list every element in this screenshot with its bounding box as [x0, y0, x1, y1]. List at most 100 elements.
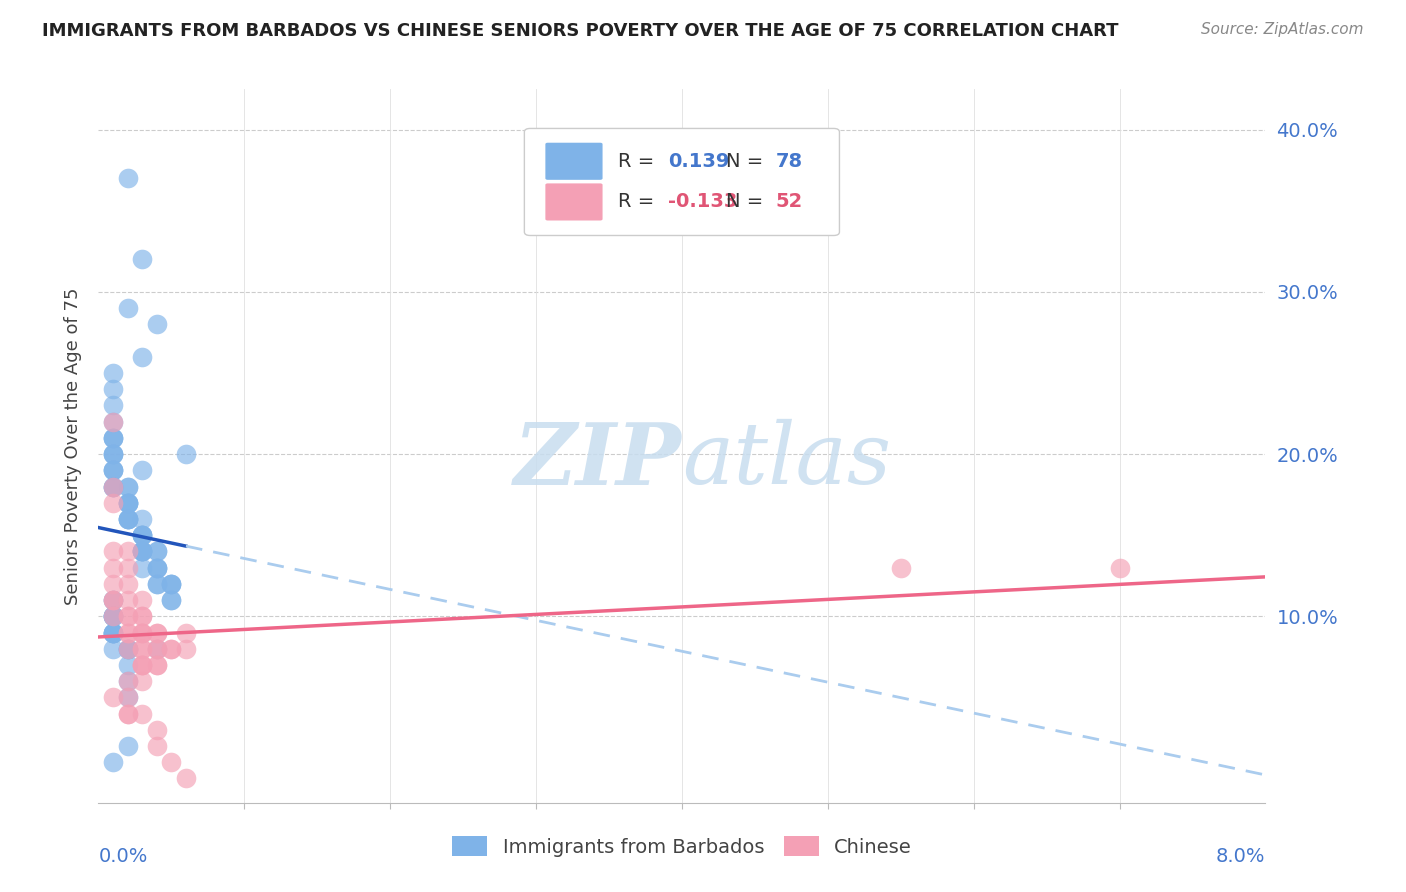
Point — [101, 496, 124, 510]
Point — [160, 593, 183, 607]
Point — [131, 625, 153, 640]
Point — [160, 756, 183, 770]
Point — [131, 657, 153, 672]
Text: R =: R = — [617, 193, 661, 211]
Point — [146, 657, 169, 672]
Point — [146, 544, 169, 558]
Text: 78: 78 — [775, 152, 803, 170]
Point — [101, 625, 124, 640]
Point — [174, 641, 197, 656]
Point — [146, 739, 169, 753]
Point — [131, 641, 153, 656]
Point — [131, 706, 153, 721]
Point — [101, 382, 124, 396]
Legend: Immigrants from Barbados, Chinese: Immigrants from Barbados, Chinese — [444, 829, 920, 864]
Point — [131, 512, 153, 526]
Point — [131, 528, 153, 542]
Point — [101, 609, 124, 624]
Point — [101, 479, 124, 493]
Point — [101, 447, 124, 461]
Point — [101, 593, 124, 607]
Point — [146, 560, 169, 574]
Point — [101, 415, 124, 429]
Point — [117, 706, 139, 721]
Point — [117, 479, 139, 493]
Point — [146, 560, 169, 574]
Point — [101, 463, 124, 477]
Point — [146, 625, 169, 640]
Point — [101, 593, 124, 607]
Point — [146, 723, 169, 737]
Point — [160, 577, 183, 591]
Point — [131, 544, 153, 558]
Point — [117, 479, 139, 493]
Point — [101, 463, 124, 477]
Text: N =: N = — [727, 152, 769, 170]
Point — [101, 431, 124, 445]
Point — [117, 609, 139, 624]
Text: Source: ZipAtlas.com: Source: ZipAtlas.com — [1201, 22, 1364, 37]
Point — [146, 577, 169, 591]
Point — [101, 625, 124, 640]
Point — [117, 512, 139, 526]
Point — [101, 690, 124, 705]
Point — [101, 447, 124, 461]
Point — [117, 706, 139, 721]
Point — [160, 593, 183, 607]
Point — [101, 560, 124, 574]
Point — [146, 641, 169, 656]
FancyBboxPatch shape — [546, 143, 603, 180]
Point — [101, 625, 124, 640]
Point — [174, 625, 197, 640]
Point — [131, 544, 153, 558]
Point — [890, 560, 912, 574]
Point — [131, 674, 153, 689]
Point — [101, 609, 124, 624]
Point — [174, 772, 197, 786]
Point — [101, 593, 124, 607]
Point — [131, 463, 153, 477]
Point — [117, 496, 139, 510]
Point — [117, 593, 139, 607]
Point — [117, 301, 139, 315]
Point — [131, 657, 153, 672]
Point — [131, 609, 153, 624]
Point — [131, 252, 153, 267]
Point — [101, 431, 124, 445]
Point — [131, 560, 153, 574]
Y-axis label: Seniors Poverty Over the Age of 75: Seniors Poverty Over the Age of 75 — [63, 287, 82, 605]
Text: ZIP: ZIP — [515, 418, 682, 502]
Point — [101, 415, 124, 429]
Point — [146, 657, 169, 672]
Point — [131, 528, 153, 542]
Point — [117, 512, 139, 526]
Point — [117, 641, 139, 656]
Point — [117, 674, 139, 689]
Point — [101, 609, 124, 624]
Point — [160, 577, 183, 591]
Text: 52: 52 — [775, 193, 803, 211]
Point — [117, 496, 139, 510]
Point — [101, 431, 124, 445]
Point — [117, 609, 139, 624]
Point — [131, 350, 153, 364]
Point — [117, 641, 139, 656]
Point — [117, 690, 139, 705]
Point — [117, 641, 139, 656]
Point — [117, 641, 139, 656]
Text: -0.133: -0.133 — [668, 193, 737, 211]
Text: 0.0%: 0.0% — [98, 847, 148, 865]
Text: N =: N = — [727, 193, 769, 211]
Point — [131, 528, 153, 542]
Point — [117, 625, 139, 640]
Point — [101, 609, 124, 624]
Point — [117, 674, 139, 689]
Point — [101, 625, 124, 640]
Point — [131, 544, 153, 558]
Point — [160, 641, 183, 656]
Point — [160, 641, 183, 656]
Text: R =: R = — [617, 152, 661, 170]
FancyBboxPatch shape — [546, 184, 603, 220]
Point — [131, 625, 153, 640]
Point — [131, 544, 153, 558]
